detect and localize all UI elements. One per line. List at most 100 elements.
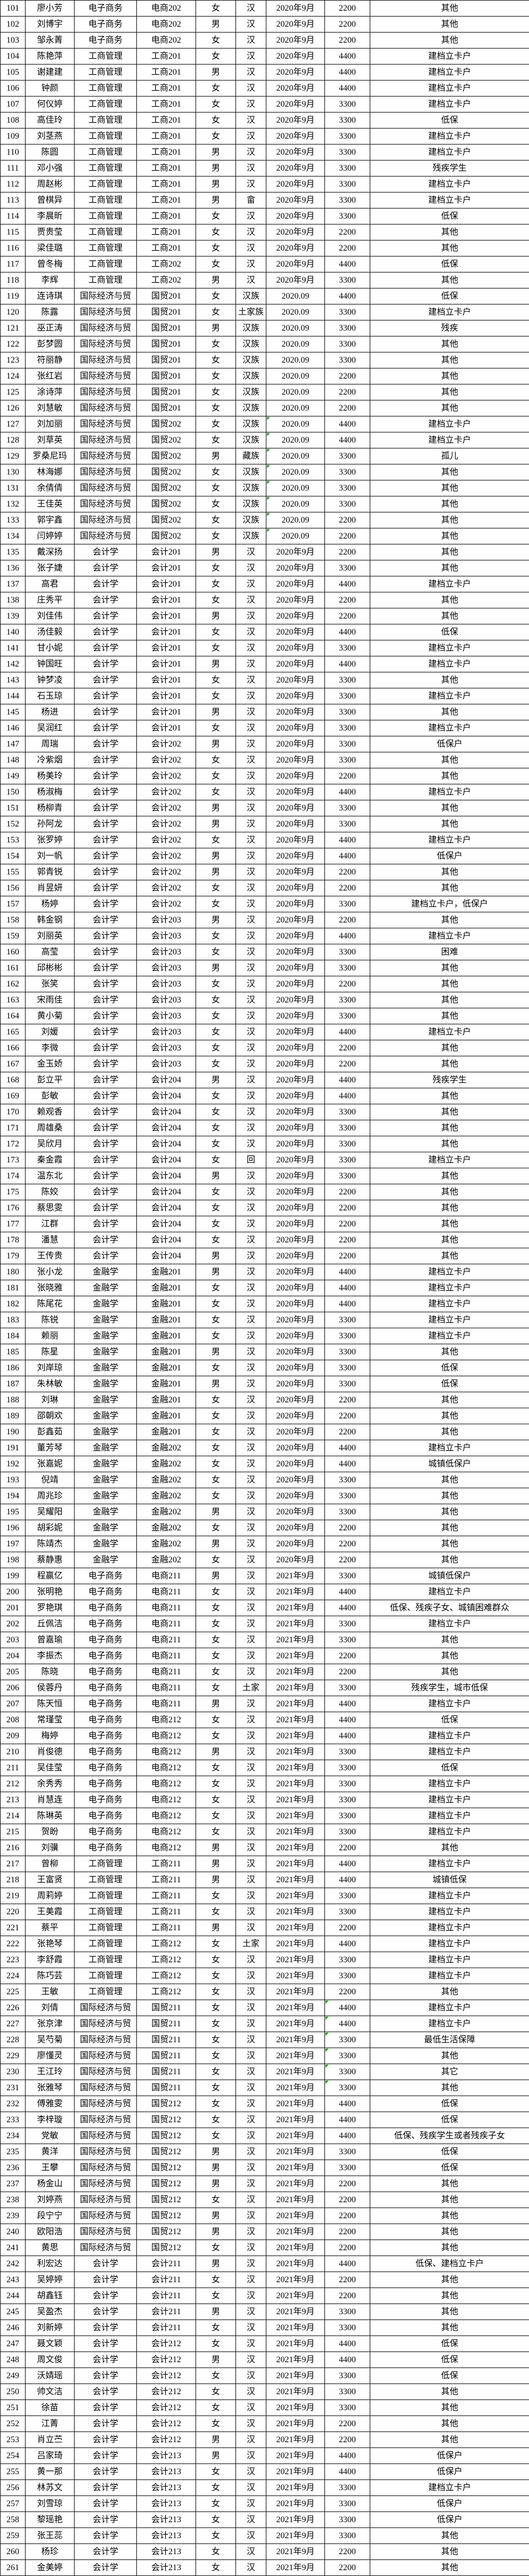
- cell-gender[interactable]: 女: [196, 2032, 236, 2048]
- cell-ethnicity[interactable]: 汉: [236, 656, 266, 672]
- cell-row-number[interactable]: 221: [1, 1920, 26, 1936]
- cell-row-number[interactable]: 152: [1, 816, 26, 832]
- cell-gender[interactable]: 女: [196, 1520, 236, 1536]
- cell-student-name[interactable]: 傅雅雯: [26, 2096, 75, 2112]
- cell-ethnicity[interactable]: 汉: [236, 1968, 266, 1984]
- cell-student-name[interactable]: 江群: [26, 1216, 75, 1232]
- cell-major[interactable]: 电子商务: [75, 1744, 137, 1760]
- cell-gender[interactable]: 男: [196, 2448, 236, 2463]
- cell-row-number[interactable]: 147: [1, 736, 26, 752]
- cell-class-name[interactable]: 金融201: [137, 1280, 196, 1296]
- cell-gender[interactable]: 女: [196, 2560, 236, 2575]
- cell-amount[interactable]: 3300: [325, 720, 370, 736]
- cell-class-name[interactable]: 国贸212: [137, 2240, 196, 2256]
- cell-ethnicity[interactable]: 汉: [236, 1888, 266, 1904]
- cell-student-name[interactable]: 肖慧连: [26, 1792, 75, 1808]
- cell-student-name[interactable]: 李梓璇: [26, 2112, 75, 2128]
- cell-enroll-date[interactable]: 2020年9月: [266, 208, 325, 224]
- cell-amount[interactable]: 2200: [325, 528, 370, 544]
- cell-row-number[interactable]: 234: [1, 2128, 26, 2144]
- cell-class-name[interactable]: 会计201: [137, 672, 196, 688]
- cell-student-name[interactable]: 余秀秀: [26, 1776, 75, 1792]
- cell-amount[interactable]: 2200: [325, 544, 370, 560]
- cell-class-name[interactable]: 会计202: [137, 864, 196, 880]
- cell-row-number[interactable]: 254: [1, 2448, 26, 2463]
- cell-row-number[interactable]: 149: [1, 768, 26, 784]
- cell-amount[interactable]: 3300: [325, 1328, 370, 1344]
- cell-major[interactable]: 电子商务: [75, 1648, 137, 1664]
- cell-amount[interactable]: 2200: [325, 912, 370, 928]
- cell-ethnicity[interactable]: 汉: [236, 2304, 266, 2320]
- cell-gender[interactable]: 男: [196, 800, 236, 816]
- cell-gender[interactable]: 女: [196, 288, 236, 304]
- cell-ethnicity[interactable]: 汉: [236, 560, 266, 576]
- cell-major[interactable]: 工商管理: [75, 240, 137, 256]
- cell-ethnicity[interactable]: 汉: [236, 2496, 266, 2511]
- cell-class-name[interactable]: 会计204: [137, 1120, 196, 1136]
- cell-aid-category[interactable]: 低保户: [370, 848, 529, 864]
- cell-enroll-date[interactable]: 2020年9月: [266, 896, 325, 912]
- cell-amount[interactable]: 2200: [325, 1408, 370, 1424]
- cell-amount[interactable]: 2200: [325, 1200, 370, 1216]
- cell-class-name[interactable]: 国贸202: [137, 464, 196, 480]
- cell-class-name[interactable]: 国贸202: [137, 528, 196, 544]
- cell-class-name[interactable]: 电商212: [137, 1808, 196, 1824]
- cell-class-name[interactable]: 金融201: [137, 1328, 196, 1344]
- cell-major[interactable]: 国际经济与贸: [75, 336, 137, 352]
- cell-class-name[interactable]: 会计213: [137, 2512, 196, 2527]
- cell-major[interactable]: 会计学: [75, 2352, 137, 2368]
- cell-enroll-date[interactable]: 2021年9月: [266, 2336, 325, 2352]
- cell-amount[interactable]: 3300: [325, 2400, 370, 2415]
- cell-ethnicity[interactable]: 汉: [236, 816, 266, 832]
- cell-major[interactable]: 会计学: [75, 560, 137, 576]
- cell-class-name[interactable]: 会计211: [137, 2272, 196, 2288]
- cell-class-name[interactable]: 金融202: [137, 1488, 196, 1504]
- cell-gender[interactable]: 女: [196, 304, 236, 320]
- cell-enroll-date[interactable]: 2020年9月: [266, 544, 325, 560]
- cell-aid-category[interactable]: 低保: [370, 288, 529, 304]
- cell-enroll-date[interactable]: 2020.09: [266, 352, 325, 368]
- cell-gender[interactable]: 女: [196, 1600, 236, 1616]
- cell-amount[interactable]: 4400: [325, 1088, 370, 1104]
- cell-aid-category[interactable]: 低保: [370, 2112, 529, 2128]
- cell-enroll-date[interactable]: 2020年9月: [266, 976, 325, 992]
- cell-aid-category[interactable]: 其他: [370, 1488, 529, 1504]
- cell-amount[interactable]: 2200: [325, 1520, 370, 1536]
- cell-amount[interactable]: 4400: [325, 49, 370, 64]
- cell-student-name[interactable]: 张雅琴: [26, 2080, 75, 2096]
- cell-student-name[interactable]: 陈巧芸: [26, 1968, 75, 1984]
- cell-student-name[interactable]: 周赵彬: [26, 176, 75, 192]
- cell-enroll-date[interactable]: 2020年9月: [266, 81, 325, 96]
- cell-gender[interactable]: 女: [196, 784, 236, 800]
- cell-class-name[interactable]: 电商212: [137, 1840, 196, 1856]
- cell-ethnicity[interactable]: 汉: [236, 2192, 266, 2208]
- cell-major[interactable]: 电子商务: [75, 1680, 137, 1696]
- cell-student-name[interactable]: 沃婧瑶: [26, 2368, 75, 2384]
- cell-major[interactable]: 工商管理: [75, 1968, 137, 1984]
- cell-major[interactable]: 电子商务: [75, 1600, 137, 1616]
- cell-row-number[interactable]: 105: [1, 65, 26, 80]
- cell-enroll-date[interactable]: 2020年9月: [266, 33, 325, 48]
- cell-major[interactable]: 电子商务: [75, 1808, 137, 1824]
- cell-amount[interactable]: 2200: [325, 1392, 370, 1408]
- cell-major[interactable]: 会计学: [75, 1216, 137, 1232]
- cell-row-number[interactable]: 212: [1, 1776, 26, 1792]
- cell-amount[interactable]: 3300: [325, 896, 370, 912]
- cell-row-number[interactable]: 113: [1, 192, 26, 208]
- cell-row-number[interactable]: 211: [1, 1760, 26, 1776]
- cell-amount[interactable]: 4400: [325, 432, 370, 448]
- cell-enroll-date[interactable]: 2021年9月: [266, 1824, 325, 1840]
- cell-major[interactable]: 工商管理: [75, 65, 137, 80]
- cell-ethnicity[interactable]: 汉: [236, 208, 266, 224]
- cell-ethnicity[interactable]: 汉: [236, 544, 266, 560]
- cell-amount[interactable]: 3300: [325, 272, 370, 288]
- cell-student-name[interactable]: 邓小强: [26, 161, 75, 176]
- cell-student-name[interactable]: 钟梦凌: [26, 672, 75, 688]
- cell-aid-category[interactable]: 其他: [370, 17, 529, 32]
- cell-major[interactable]: 工商管理: [75, 145, 137, 160]
- cell-ethnicity[interactable]: 汉: [236, 896, 266, 912]
- cell-row-number[interactable]: 122: [1, 336, 26, 352]
- cell-aid-category[interactable]: 其他: [370, 1216, 529, 1232]
- cell-row-number[interactable]: 134: [1, 528, 26, 544]
- cell-student-name[interactable]: 连诗琪: [26, 288, 75, 304]
